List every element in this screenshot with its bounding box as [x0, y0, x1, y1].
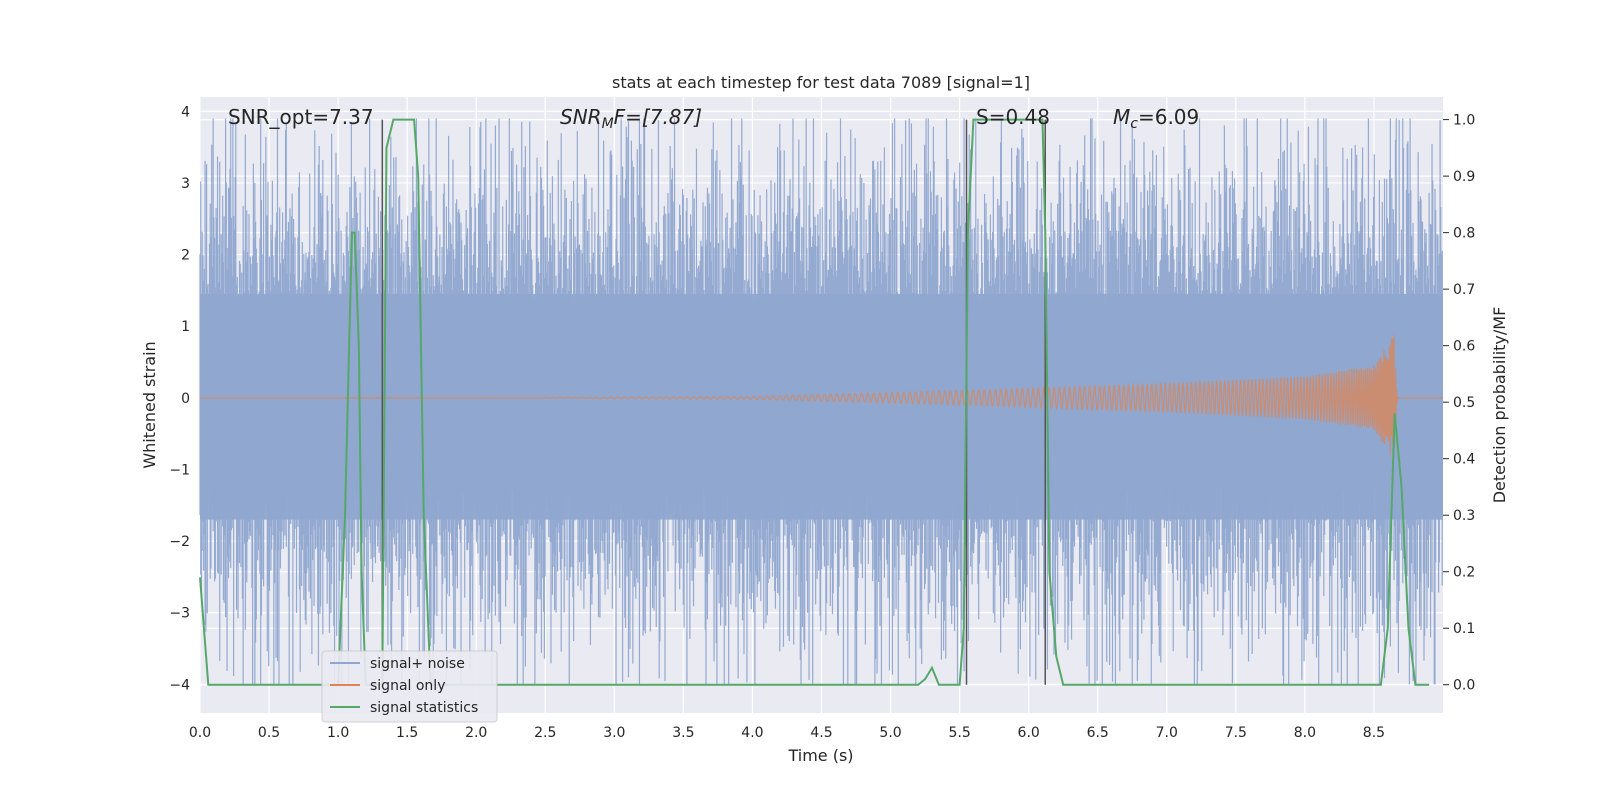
x-tick-label: 0.0: [189, 725, 211, 741]
y-right-axis-ticks: 1.0 0.9 0.8 0.7 0.6 0.5 0.4 0.3 0.2 0.1 0.0: [1443, 113, 1475, 694]
x-tick-label: 8.0: [1294, 725, 1316, 741]
legend: signal+ noise signal only signal statist…: [321, 650, 498, 723]
annotations: SNR_opt=7.37 SNRMF=[7.87] S=0.48 Mc=6.09: [228, 105, 1199, 132]
annotation-snr-opt: SNR_opt=7.37: [228, 105, 374, 129]
x-tick-label: 1.0: [327, 725, 349, 741]
y-left-tick-label: 3: [181, 176, 190, 192]
y-right-tick-label: 0.8: [1453, 226, 1475, 242]
y-left-tick-label: −1: [169, 462, 190, 478]
y-right-tick-label: 1.0: [1453, 113, 1475, 129]
x-tick-label: 2.0: [465, 725, 487, 741]
annotation-snr-mf: SNRMF=[7.87]: [560, 105, 702, 132]
y-left-tick-label: −4: [169, 677, 190, 693]
x-tick-label: 8.5: [1363, 725, 1385, 741]
y-right-tick-label: 0.4: [1453, 452, 1475, 468]
y-right-tick-label: 0.9: [1453, 169, 1475, 185]
x-tick-label: 5.5: [948, 725, 970, 741]
y-left-tick-label: 0: [181, 391, 190, 407]
legend-box: [321, 650, 498, 723]
x-tick-label: 3.5: [672, 725, 694, 741]
x-tick-label: 1.5: [396, 725, 418, 741]
y-right-tick-label: 0.5: [1453, 395, 1475, 411]
x-tick-label: 6.5: [1087, 725, 1109, 741]
y-left-tick-label: 1: [181, 319, 190, 335]
legend-label-noise: signal+ noise: [370, 656, 465, 672]
x-tick-label: 0.5: [258, 725, 280, 741]
signal-only-series: [200, 334, 1443, 456]
y-right-tick-label: 0.6: [1453, 339, 1475, 355]
y-right-tick-label: 0.3: [1453, 508, 1475, 524]
chart-title: stats at each timestep for test data 708…: [612, 73, 1030, 92]
y-right-axis-label: Detection probability/MF: [1490, 307, 1509, 504]
y-left-tick-label: 2: [181, 248, 190, 264]
annotation-s: S=0.48: [976, 105, 1050, 129]
y-left-axis-label: Whitened strain: [140, 341, 159, 468]
y-right-tick-label: 0.2: [1453, 565, 1475, 581]
legend-label-signal-only: signal only: [370, 678, 445, 694]
y-right-tick-label: 0.7: [1453, 282, 1475, 298]
x-tick-label: 6.0: [1018, 725, 1040, 741]
y-left-tick-label: −2: [169, 534, 190, 550]
signal-only-line: [200, 334, 1443, 456]
x-axis-label: Time (s): [787, 746, 853, 765]
x-tick-label: 3.0: [603, 725, 625, 741]
x-axis-ticks: 0.0 0.5 1.0 1.5 2.0 2.5 3.0 3.5 4.0 4.5 5.0 5.5 6.0 6…: [189, 725, 1385, 741]
y-left-tick-label: −3: [169, 606, 190, 622]
y-left-axis-ticks: 4 3 2 1 0 −1 −2 −3 −4: [169, 104, 190, 693]
y-right-tick-label: 0.0: [1453, 678, 1475, 694]
x-tick-label: 4.0: [741, 725, 763, 741]
y-right-tick-label: 0.1: [1453, 621, 1475, 637]
legend-label-statistics: signal statistics: [370, 700, 478, 716]
x-tick-label: 4.5: [810, 725, 832, 741]
x-tick-label: 2.5: [534, 725, 556, 741]
x-tick-label: 7.0: [1156, 725, 1178, 741]
x-tick-label: 5.0: [879, 725, 901, 741]
annotation-mc: Mc=6.09: [1113, 105, 1199, 132]
x-tick-label: 7.5: [1225, 725, 1247, 741]
y-left-tick-label: 4: [181, 104, 190, 120]
